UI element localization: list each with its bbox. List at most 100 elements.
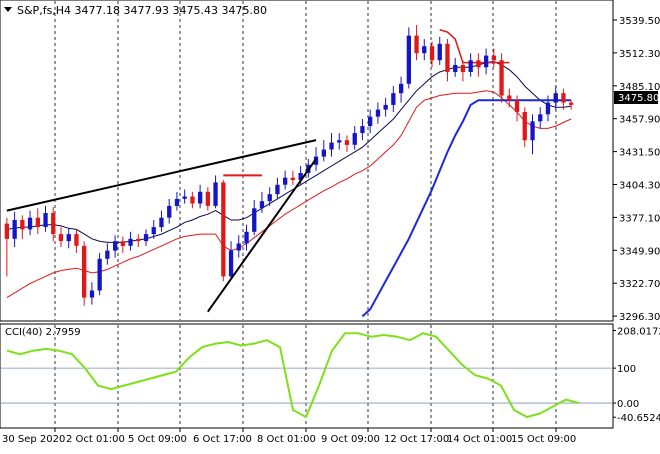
candle-body [20, 220, 25, 230]
candle-body [252, 208, 257, 232]
candle-body [484, 55, 489, 68]
cci-axis: 208.0172 100 0.00 -40.6524 [613, 326, 660, 424]
resistance-line [439, 28, 510, 64]
time-label: 12 Oct 17:00 [384, 434, 449, 445]
candle-body [190, 196, 195, 204]
candle-body [74, 234, 79, 246]
candle-body [538, 114, 543, 122]
price-label: 3485.10 [619, 82, 660, 93]
cci-series [6, 332, 580, 419]
candle-body [205, 191, 210, 206]
candle-body [321, 149, 326, 157]
candle-body [422, 46, 427, 54]
time-label: 15 Oct 09:00 [511, 434, 576, 445]
candle-body [113, 241, 118, 251]
candle-body [391, 93, 396, 105]
candle-body [337, 140, 342, 143]
candle-body [182, 196, 187, 199]
candle-body [522, 112, 527, 141]
candle-body [530, 121, 535, 141]
trendlines [6, 139, 317, 313]
grid [54, 1, 557, 427]
candle-body [460, 65, 466, 72]
price-label: 3377.10 [619, 213, 660, 224]
candle-body [228, 250, 234, 277]
price-label: 3349.90 [619, 246, 660, 257]
candle-body [437, 43, 442, 61]
price-label: 3404.30 [619, 181, 660, 192]
candle-body [27, 217, 33, 230]
time-label: 2 Oct 01:00 [66, 434, 125, 445]
cci-label: 100 [617, 364, 636, 375]
candle-body [476, 60, 481, 68]
candle-body [414, 35, 419, 54]
candle-body [313, 156, 319, 165]
price-label: 3322.70 [619, 279, 660, 290]
time-label: 14 Oct 01:00 [447, 434, 512, 445]
candle-body [4, 223, 9, 239]
current-price-tag [614, 91, 658, 104]
time-label: 5 Oct 09:00 [128, 434, 187, 445]
candle-body [236, 243, 241, 251]
cci-label: 208.0172 [617, 326, 660, 337]
candle-body [445, 43, 450, 72]
candle-body [159, 217, 164, 228]
candle-body [82, 245, 87, 298]
candle-body [298, 173, 303, 180]
candle-body [569, 102, 574, 105]
symbol-header: S&P,fs,H4 3477.18 3477.93 3475.43 3475.8… [17, 4, 267, 17]
candle-body [89, 290, 95, 298]
candle-body [561, 93, 566, 103]
candle-body [97, 258, 102, 291]
main-pane[interactable] [0, 0, 614, 322]
candle-body [267, 194, 272, 202]
support-line [361, 99, 572, 318]
candle-body [120, 241, 125, 246]
price-label: 3296.30 [619, 312, 660, 323]
candle-body [66, 234, 71, 242]
candle-body [143, 234, 149, 242]
price-label: 3431.50 [619, 148, 660, 159]
candle-body [360, 126, 365, 134]
upper-trendline [6, 139, 317, 212]
cci-pane[interactable] [0, 323, 614, 429]
candle-body [12, 220, 17, 239]
candle-body [151, 227, 156, 235]
cci-title: CCI(40) 2.7959 [5, 327, 81, 338]
time-label: 30 Sep 2020 [2, 434, 65, 445]
candle-body [136, 238, 141, 242]
candle-body [514, 100, 520, 112]
candles [4, 25, 574, 306]
cci-line [6, 332, 580, 419]
candle-body [507, 95, 512, 101]
candle-body [453, 65, 458, 72]
time-label: 6 Oct 17:00 [193, 434, 252, 445]
collapse-arrow-icon[interactable] [4, 7, 12, 12]
price-axis: 3539.50 3512.30 3485.10 3457.90 3431.50 3404.… [613, 16, 660, 323]
candle-body [244, 231, 249, 244]
candle-body [468, 60, 473, 72]
candle-body [259, 201, 265, 209]
cci-label: 0.00 [617, 399, 639, 410]
price-label: 3512.30 [619, 49, 660, 60]
candle-body [275, 184, 280, 195]
candle-body [51, 213, 56, 235]
candle-body [375, 109, 381, 117]
candle-body [406, 35, 411, 84]
candle-body [198, 191, 203, 204]
candle-body [383, 104, 388, 110]
candle-body [43, 213, 48, 228]
candle-body [105, 250, 110, 259]
candle-body [352, 133, 357, 145]
candle-body [553, 93, 558, 103]
cci-label: -40.6524 [617, 413, 660, 424]
candle-body [344, 140, 350, 145]
candle-body [221, 182, 226, 277]
candle-body [283, 177, 288, 185]
time-label: 9 Oct 09:00 [321, 434, 380, 445]
lower-trendline [207, 158, 317, 313]
price-label: 3539.50 [619, 16, 660, 27]
candle-body [399, 83, 404, 94]
